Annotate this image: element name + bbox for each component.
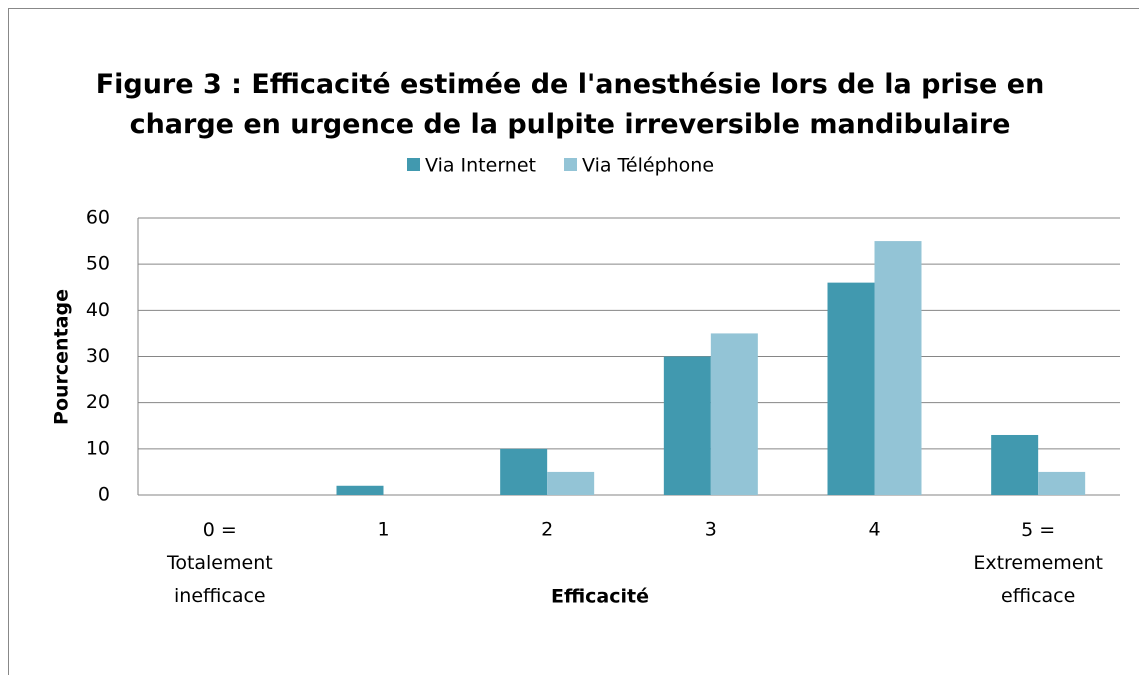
y-tick-label: 0 xyxy=(98,484,110,506)
x-tick-label: 4 xyxy=(868,519,880,541)
x-tick-label: 3 xyxy=(705,519,717,541)
y-tick-label: 60 xyxy=(86,207,110,229)
x-tick-label: 5 = Extremement efficace xyxy=(973,519,1103,607)
x-tick-label: 0 = Totalement inefficace xyxy=(166,519,273,607)
chart-border xyxy=(8,8,1139,675)
bar xyxy=(827,282,875,495)
y-tick-label: 10 xyxy=(86,437,110,459)
bar xyxy=(547,471,595,495)
x-tick-label: 2 xyxy=(541,519,553,541)
bar xyxy=(663,356,711,495)
y-tick-label: 20 xyxy=(86,391,110,413)
bar xyxy=(1038,471,1086,495)
legend-label: Via Téléphone xyxy=(582,155,714,177)
x-tick-label: 1 xyxy=(377,519,389,541)
chart-title: Figure 3 : Efficacité estimée de l'anest… xyxy=(96,69,1045,140)
bar xyxy=(991,434,1039,495)
bar xyxy=(710,333,758,495)
y-tick-label: 30 xyxy=(86,345,110,367)
bar xyxy=(336,485,384,495)
bar xyxy=(874,241,922,495)
legend-label: Via Internet xyxy=(425,155,536,177)
x-axis-label: Efficacité xyxy=(551,586,649,608)
y-tick-label: 50 xyxy=(86,253,110,275)
legend-swatch xyxy=(564,158,577,171)
y-axis-label: Pourcentage xyxy=(51,289,73,425)
legend-swatch xyxy=(407,158,420,171)
bar xyxy=(500,448,548,495)
y-tick-label: 40 xyxy=(86,299,110,321)
